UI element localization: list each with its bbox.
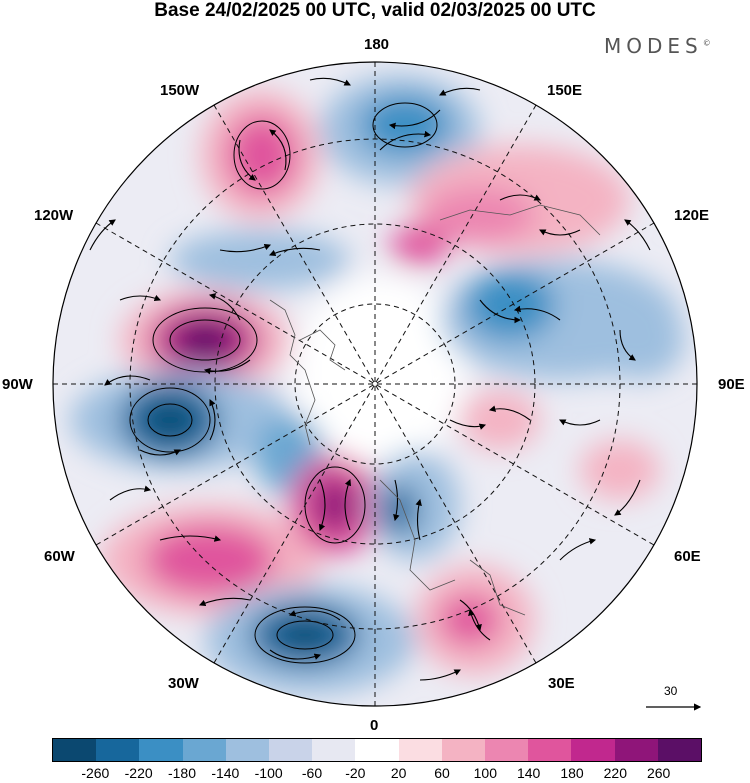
label-90w: 90W	[2, 376, 33, 393]
colorbar-swatch	[441, 739, 486, 761]
colorbar-tick-label: 260	[646, 765, 671, 781]
colorbar-swatch	[96, 739, 140, 761]
colorbar-swatch	[139, 739, 183, 761]
map-border	[52, 61, 698, 707]
colorbar-tick-label: -100	[254, 765, 283, 781]
colorbar-tick-label: -140	[211, 765, 240, 781]
label-30e: 30E	[548, 675, 575, 692]
colorbar-swatch	[485, 739, 529, 761]
colorbar-tick-label: -220	[124, 765, 153, 781]
label-60w: 60W	[44, 548, 75, 565]
colorbar-swatch	[571, 739, 615, 761]
colorbar-tick-label: 100	[473, 765, 498, 781]
colorbar-tick-label: 180	[560, 765, 584, 781]
contour-lines	[129, 102, 438, 664]
colorbar-tick-label: -180	[167, 765, 197, 781]
colorbar-tick-label: -20	[345, 765, 366, 781]
colorbar-swatch	[355, 739, 399, 761]
colorbar-tick-label: -60	[301, 765, 323, 781]
colorbar-swatch	[398, 739, 442, 761]
brand-name: MODES	[604, 34, 703, 58]
colorbar-swatch	[312, 739, 356, 761]
colorbar-swatch	[182, 739, 226, 761]
modes-logo: MODES©	[604, 34, 711, 58]
colorbar-tick-label: 220	[603, 765, 628, 781]
anomaly-field	[53, 62, 697, 706]
label-90e: 90E	[718, 376, 745, 393]
colorbar-tick-label: -260	[81, 765, 110, 781]
colorbar-swatch	[269, 739, 313, 761]
label-30w: 30W	[168, 675, 199, 692]
colorbar-tick-label: 140	[516, 765, 541, 781]
label-0: 0	[370, 717, 379, 734]
coastlines	[269, 204, 601, 616]
colorbar-swatch	[528, 739, 572, 761]
colorbar-tick-label: 20	[390, 765, 407, 781]
label-120e: 120E	[674, 207, 710, 224]
graticule	[53, 62, 697, 706]
colorbar-tick-label: 60	[434, 765, 450, 781]
colorbar	[52, 738, 702, 762]
colorbar-swatch	[225, 739, 270, 761]
map-title: Base 24/02/2025 00 UTC, valid 02/03/2025…	[154, 0, 596, 21]
colorbar-swatch	[657, 739, 702, 761]
reference-vector-label: 30	[664, 684, 678, 698]
colorbar-swatch	[53, 739, 97, 761]
label-60e: 60E	[674, 548, 701, 565]
label-120w: 120W	[34, 207, 74, 224]
label-150w: 150W	[160, 82, 200, 99]
label-180: 180	[364, 36, 390, 53]
brand-mark: ©	[702, 38, 711, 48]
colorbar-swatch	[614, 739, 658, 761]
colorbar-labels: -260 -220 -180 -140 -100 -60 -20 20 60 100 140 180 2…	[52, 765, 702, 781]
label-150e: 150E	[547, 82, 583, 99]
